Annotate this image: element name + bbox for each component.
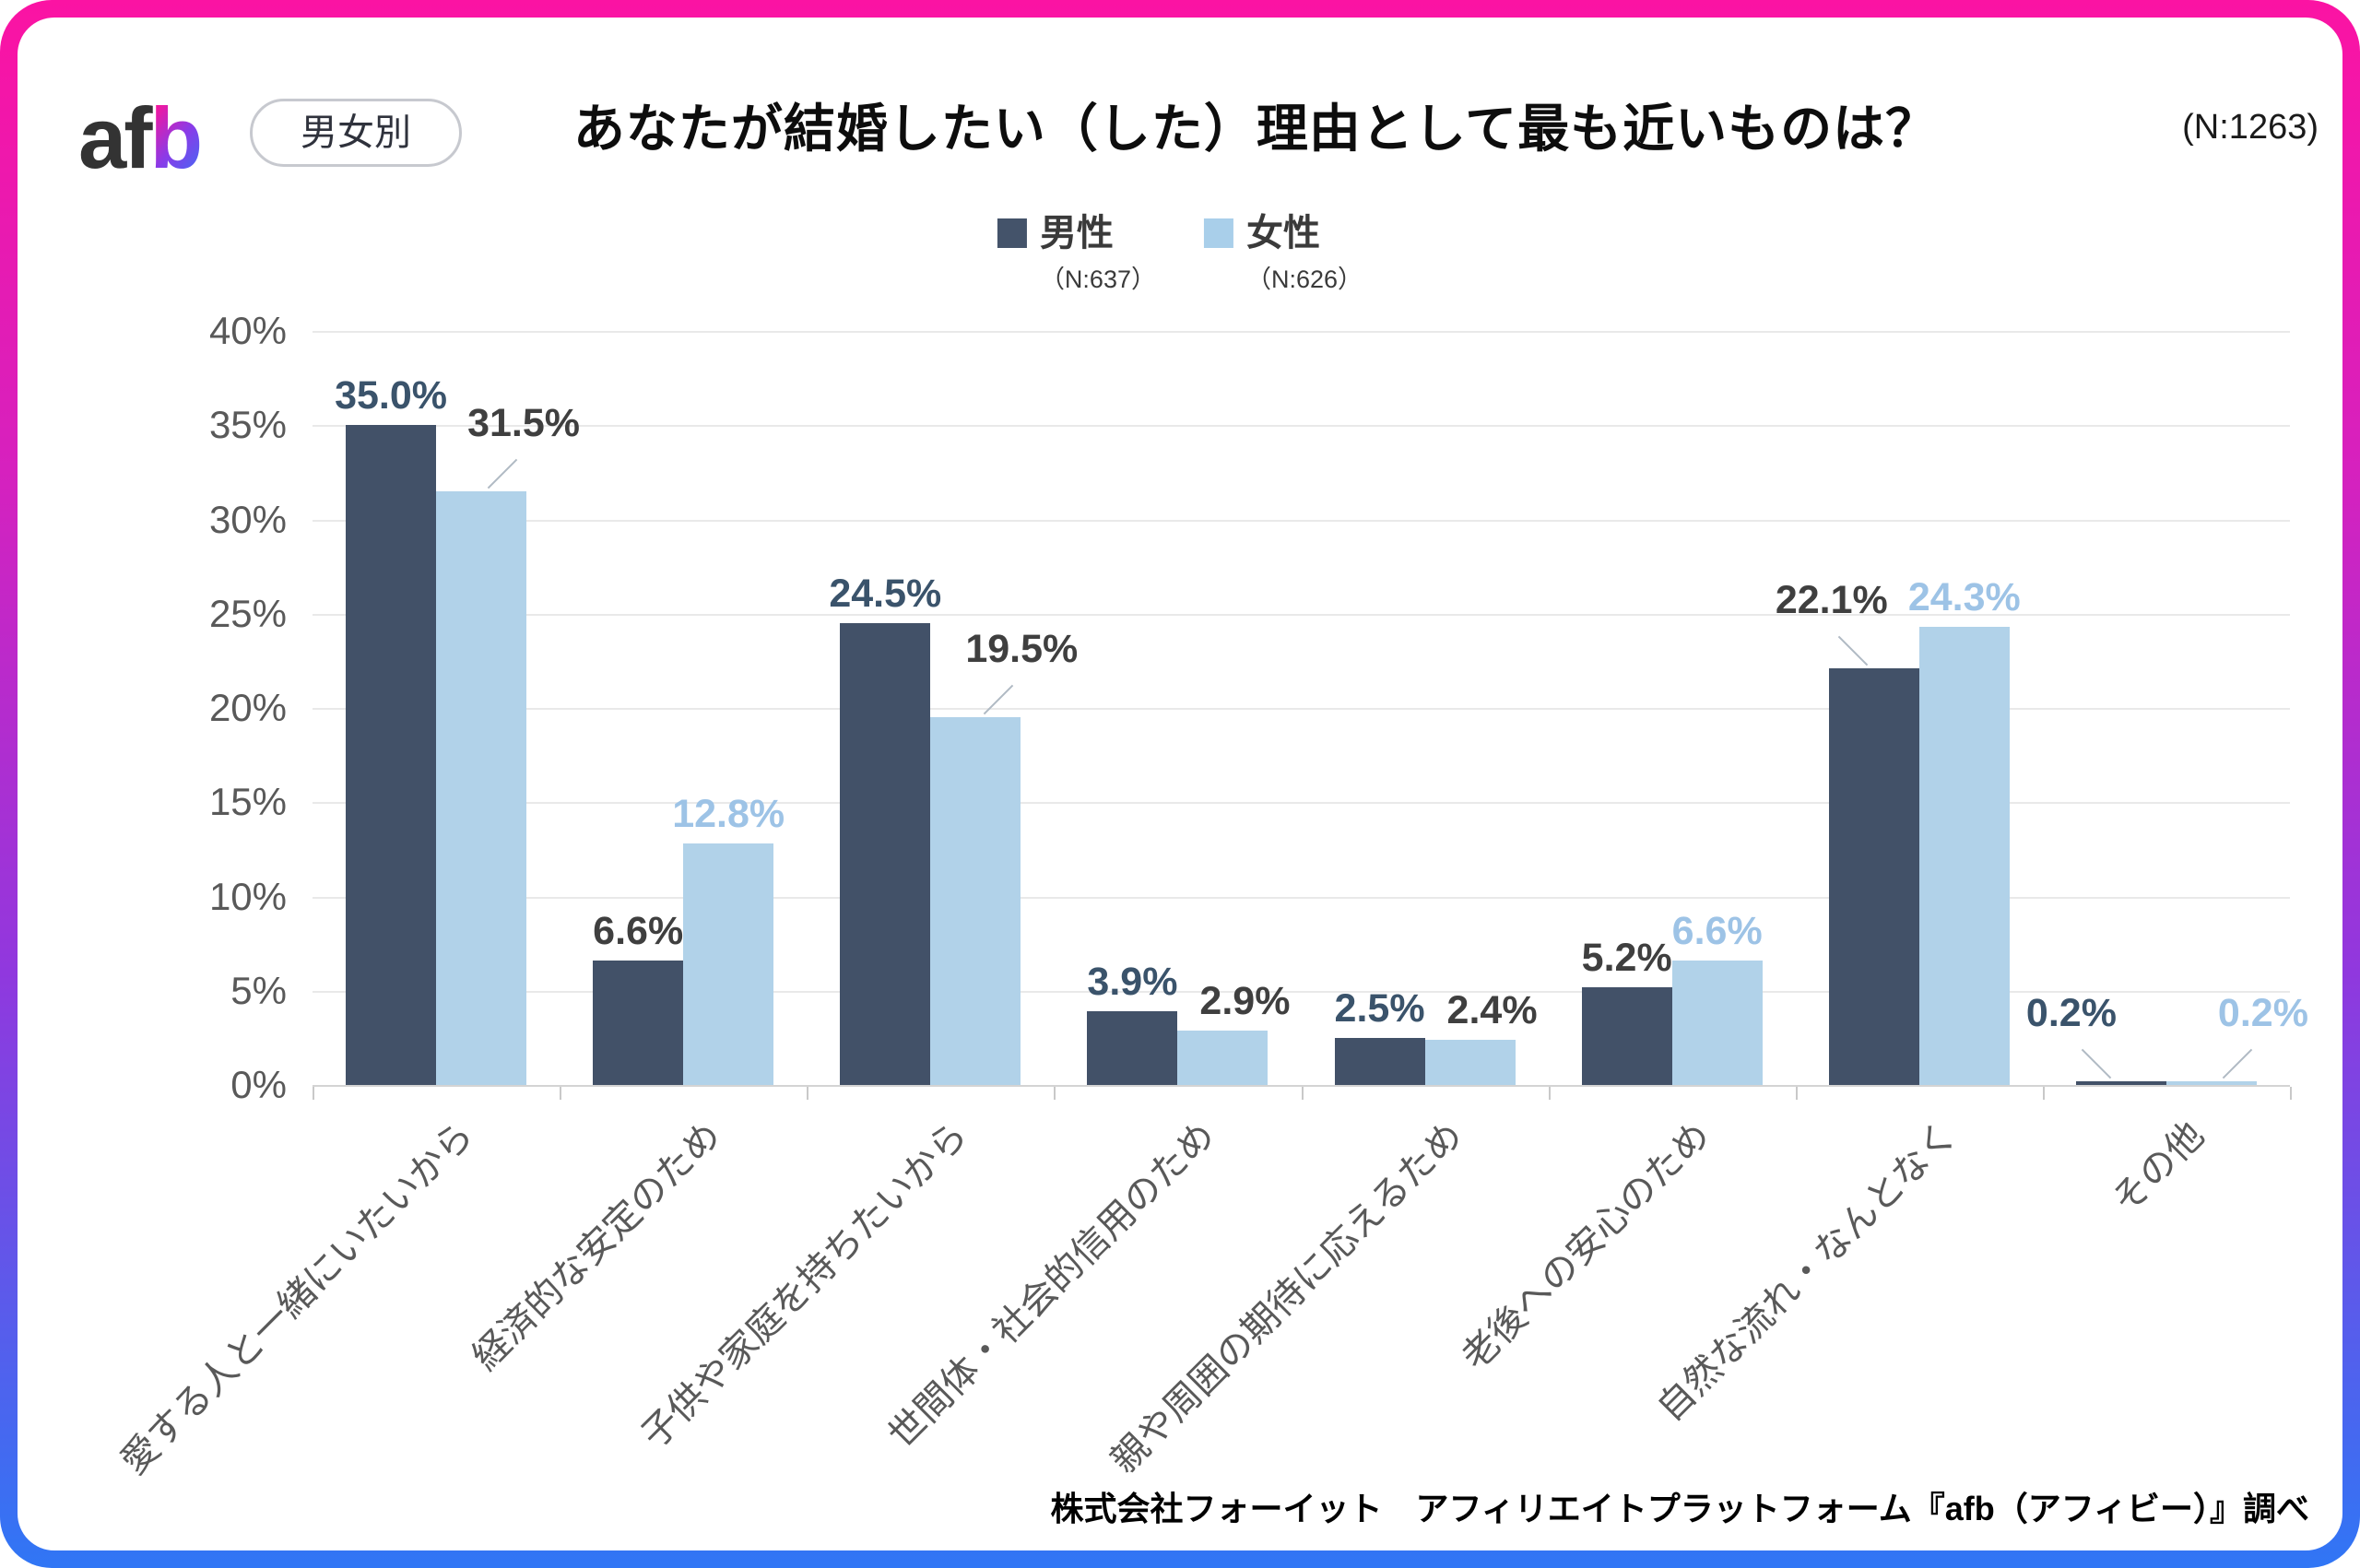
legend-swatch-male <box>997 218 1027 248</box>
category-group-1: 6.6% 12.8% 経済的な安定のため <box>466 331 807 1378</box>
leader-line <box>487 458 518 489</box>
gridline-10 <box>313 896 2290 899</box>
bar-female-2 <box>930 717 1021 1085</box>
gridline-35 <box>313 425 2290 428</box>
x-axis-tick <box>313 1087 314 1100</box>
category-group-2: 24.5% 19.5% 子供や家庭を持ちたいから <box>634 331 1078 1456</box>
gridline-40 <box>313 331 2290 333</box>
gridline-25 <box>313 613 2290 616</box>
category-label-0: 愛する人と一緒にいたいから <box>113 1114 482 1482</box>
category-label-1: 経済的な安定のため <box>465 1114 729 1378</box>
value-label-male-3: 3.9% <box>1087 960 1178 1005</box>
legend-n-male: （N:637） <box>1039 265 1156 293</box>
x-axis-tick <box>1054 1087 1056 1100</box>
x-axis-tick <box>2042 1087 2045 1100</box>
y-axis-label-10: 10% <box>208 874 287 918</box>
legend-item-male: 男性 （N:637） <box>997 213 1156 295</box>
y-axis-label-30: 30% <box>208 497 287 541</box>
legend-label-female: 女性 <box>1246 213 1320 253</box>
y-axis-label-15: 15% <box>208 780 287 824</box>
bar-female-6 <box>1918 627 2010 1085</box>
value-label-male-1: 6.6% <box>593 909 684 954</box>
category-group-7: 0.2% 0.2% その他 <box>2026 331 2308 1221</box>
legend-n-female: （N:626） <box>1246 265 1363 293</box>
gridline-30 <box>313 519 2290 522</box>
gridline-5 <box>313 990 2290 993</box>
bar-male-2 <box>840 622 931 1085</box>
bar-female-0 <box>436 490 527 1085</box>
x-axis-tick <box>2290 1087 2292 1100</box>
leader-line <box>2222 1048 2253 1079</box>
afb-logo-b: b <box>149 89 203 186</box>
bar-male-6 <box>1828 668 1919 1085</box>
y-axis-label-20: 20% <box>208 686 287 729</box>
value-label-male-2: 24.5% <box>829 571 942 616</box>
bar-male-5 <box>1581 986 1672 1085</box>
y-axis-label-25: 25% <box>208 591 287 635</box>
value-label-female-6: 24.3% <box>1907 575 2021 620</box>
value-label-male-0: 35.0% <box>335 373 448 419</box>
legend-swatch-female <box>1204 218 1233 248</box>
x-axis-tick <box>807 1087 809 1100</box>
value-label-female-7: 0.2% <box>2217 990 2308 1035</box>
x-axis-tick <box>1301 1087 1304 1100</box>
legend-item-female: 女性 （N:626） <box>1204 213 1363 295</box>
value-label-female-5: 6.6% <box>1671 909 1763 954</box>
legend: 男性 （N:637） 女性 （N:626） <box>997 213 1363 295</box>
leader-line <box>2081 1048 2112 1079</box>
category-group-4: 2.5% 2.4% 親や周囲の期待に応えるため <box>1103 331 1549 1481</box>
afb-logo: afb <box>78 95 203 182</box>
value-label-female-1: 12.8% <box>672 792 785 837</box>
bar-female-4 <box>1424 1039 1516 1085</box>
gridline-20 <box>313 708 2290 710</box>
category-group-6: 22.1% 24.3% 自然な流れ・なんとなく <box>1650 331 2043 1430</box>
bar-male-1 <box>593 961 684 1085</box>
category-label-7: その他 <box>2105 1114 2212 1221</box>
value-label-female-2: 19.5% <box>965 627 1079 672</box>
bar-female-1 <box>683 843 774 1085</box>
gridline-15 <box>313 802 2290 805</box>
card: afb 男女別 あなたが結婚したい（した）理由として最も近いものは？ (N:12… <box>18 18 2342 1550</box>
bar-male-0 <box>346 425 437 1085</box>
bar-male-4 <box>1334 1037 1425 1085</box>
bar-male-3 <box>1087 1011 1178 1085</box>
x-axis-tick <box>1795 1087 1798 1100</box>
category-group-0: 35.0% 31.5% 愛する人と一緒にいたいから <box>113 331 580 1482</box>
value-label-male-5: 5.2% <box>1581 935 1672 980</box>
value-label-female-3: 2.9% <box>1199 978 1291 1023</box>
y-axis-label-35: 35% <box>208 403 287 447</box>
chart-title: あなたが結婚したい（した）理由として最も近いものは？ <box>572 100 1939 158</box>
y-axis-label-0: 0% <box>230 1063 287 1106</box>
value-label-male-6: 22.1% <box>1775 578 1888 623</box>
category-badge: 男女別 <box>250 99 462 167</box>
category-group-3: 3.9% 2.9% 世間体・社会的信用のため <box>881 331 1301 1456</box>
y-axis-label-5: 5% <box>230 968 287 1012</box>
total-sample-size: (N:1263) <box>2182 108 2319 147</box>
bar-male-7 <box>2075 1080 2166 1085</box>
category-group-5: 5.2% 6.6% 老後への安心のため <box>1454 331 1796 1378</box>
value-label-male-7: 0.2% <box>2025 990 2117 1035</box>
plot-area: 0% 5% 10% 15% 20% 25% 30% 35% 40% 35.0% 31.5% 愛する人と… <box>113 309 2308 1482</box>
afb-logo-af: af <box>78 89 153 186</box>
x-axis-tick <box>1548 1087 1551 1100</box>
category-label-5: 老後への安心のため <box>1454 1114 1717 1378</box>
bar-female-7 <box>2165 1080 2257 1085</box>
legend-label-male: 男性 <box>1039 213 1114 253</box>
value-label-female-0: 31.5% <box>467 400 581 445</box>
value-label-female-4: 2.4% <box>1446 987 1538 1032</box>
bar-female-5 <box>1671 961 1763 1085</box>
y-axis-label-40: 40% <box>208 309 287 352</box>
value-label-male-4: 2.5% <box>1334 985 1425 1031</box>
bar-female-3 <box>1177 1030 1268 1085</box>
leader-line <box>984 684 1014 715</box>
x-axis-tick <box>560 1087 562 1100</box>
source-credit: 株式会社フォーイット アフィリエイトプラットフォーム『afb（アフィビー）』調べ <box>1050 1490 2309 1527</box>
leader-line <box>1837 635 1869 666</box>
